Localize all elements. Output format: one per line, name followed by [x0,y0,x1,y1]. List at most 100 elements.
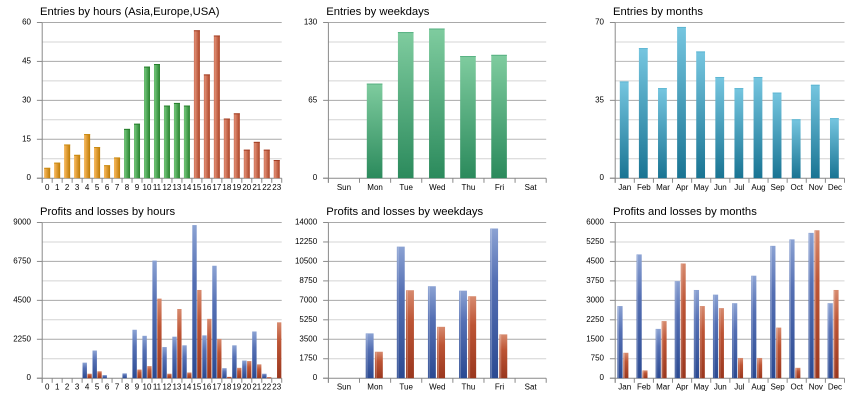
svg-text:13: 13 [172,382,181,391]
svg-text:1750: 1750 [299,354,317,363]
svg-text:10: 10 [143,183,152,192]
svg-text:0: 0 [313,373,318,382]
svg-text:Sun: Sun [337,382,351,391]
svg-text:7000: 7000 [299,295,317,304]
svg-text:18: 18 [222,183,231,192]
svg-text:5: 5 [95,382,100,391]
svg-text:15: 15 [192,183,201,192]
svg-text:8750: 8750 [299,276,317,285]
svg-text:130: 130 [304,18,318,27]
svg-text:9000: 9000 [13,218,31,227]
svg-text:30: 30 [22,95,31,104]
svg-text:1: 1 [55,183,60,192]
svg-text:23: 23 [272,183,281,192]
svg-text:Sat: Sat [525,382,538,391]
svg-text:Sep: Sep [771,382,786,391]
svg-text:Nov: Nov [809,382,823,391]
svg-text:Dec: Dec [828,382,842,391]
svg-text:3500: 3500 [299,334,317,343]
svg-text:21: 21 [252,382,261,391]
svg-text:12: 12 [162,382,171,391]
svg-text:Profits and losses by months: Profits and losses by months [613,206,757,218]
svg-text:11: 11 [153,382,162,391]
svg-text:45: 45 [22,56,31,65]
svg-text:0: 0 [313,173,318,182]
svg-text:20: 20 [242,382,251,391]
svg-text:0: 0 [600,173,605,182]
svg-text:3750: 3750 [586,276,604,285]
svg-text:19: 19 [232,382,241,391]
svg-text:Jul: Jul [734,382,744,391]
svg-text:Jun: Jun [714,382,727,391]
svg-text:8: 8 [125,382,130,391]
svg-text:3: 3 [75,183,80,192]
svg-text:1: 1 [55,382,60,391]
svg-text:9: 9 [135,382,140,391]
svg-text:Fri: Fri [495,382,505,391]
svg-text:Sep: Sep [771,183,786,192]
svg-text:5250: 5250 [299,315,317,324]
svg-text:14: 14 [182,183,191,192]
svg-text:Jan: Jan [618,183,631,192]
svg-text:16: 16 [202,382,211,391]
svg-text:Profits and losses by hours: Profits and losses by hours [40,206,175,218]
svg-text:Tue: Tue [399,382,413,391]
svg-text:0: 0 [27,373,32,382]
svg-text:12: 12 [162,183,171,192]
svg-text:7: 7 [115,183,120,192]
svg-text:6000: 6000 [586,218,604,227]
svg-text:5: 5 [95,183,100,192]
svg-text:May: May [694,183,709,192]
svg-text:22: 22 [262,382,271,391]
svg-text:15: 15 [192,382,201,391]
svg-text:Feb: Feb [637,382,651,391]
svg-text:19: 19 [232,183,241,192]
svg-text:12250: 12250 [295,237,318,246]
svg-text:11: 11 [153,183,162,192]
svg-text:2250: 2250 [13,334,31,343]
svg-text:0: 0 [45,382,50,391]
svg-text:65: 65 [308,95,317,104]
svg-text:14000: 14000 [295,218,318,227]
svg-text:17: 17 [212,382,221,391]
svg-text:6750: 6750 [13,256,31,265]
svg-text:Aug: Aug [751,382,765,391]
svg-text:4: 4 [85,183,90,192]
svg-text:13: 13 [172,183,181,192]
svg-text:2: 2 [65,382,70,391]
svg-text:9: 9 [135,183,140,192]
svg-text:Oct: Oct [791,183,804,192]
svg-text:Thu: Thu [462,183,476,192]
svg-text:8: 8 [125,183,130,192]
svg-text:18: 18 [222,382,231,391]
svg-text:4: 4 [85,382,90,391]
svg-text:0: 0 [27,173,32,182]
svg-text:22: 22 [262,183,271,192]
svg-text:1500: 1500 [586,334,604,343]
svg-text:23: 23 [272,382,281,391]
svg-text:Mon: Mon [367,183,383,192]
svg-text:Aug: Aug [751,183,765,192]
svg-text:Profits and losses by weekdays: Profits and losses by weekdays [326,206,483,218]
svg-text:Entries by months: Entries by months [613,6,703,18]
svg-text:May: May [694,382,709,391]
svg-text:21: 21 [252,183,261,192]
svg-text:3: 3 [75,382,80,391]
svg-text:10500: 10500 [295,256,318,265]
svg-text:2250: 2250 [586,315,604,324]
svg-text:Sun: Sun [337,183,351,192]
svg-text:14: 14 [182,382,191,391]
svg-text:35: 35 [595,95,604,104]
svg-text:Mar: Mar [656,183,670,192]
svg-text:Mon: Mon [367,382,383,391]
svg-text:Mar: Mar [656,382,670,391]
svg-text:Tue: Tue [399,183,413,192]
svg-text:Apr: Apr [676,382,689,391]
svg-text:2: 2 [65,183,70,192]
svg-text:750: 750 [591,354,605,363]
svg-text:15: 15 [22,134,31,143]
svg-text:7: 7 [115,382,120,391]
svg-text:16: 16 [202,183,211,192]
svg-text:4500: 4500 [13,295,31,304]
svg-text:Wed: Wed [429,382,445,391]
